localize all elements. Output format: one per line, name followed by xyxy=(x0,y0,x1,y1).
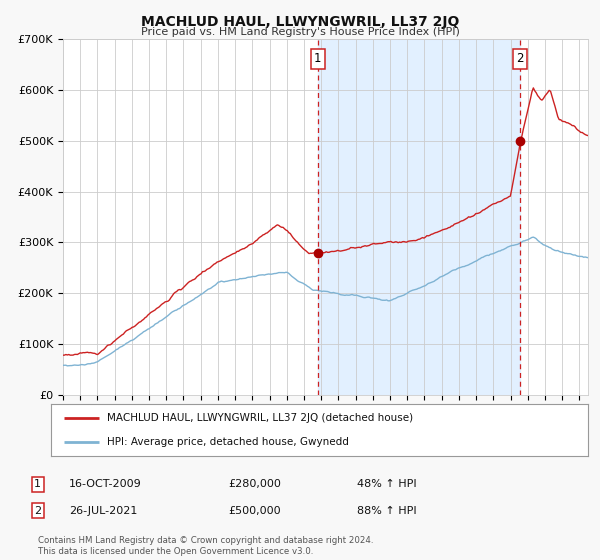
Text: 1: 1 xyxy=(34,479,41,489)
Text: 2: 2 xyxy=(34,506,41,516)
Bar xyxy=(317,39,520,395)
Text: £500,000: £500,000 xyxy=(228,506,281,516)
Text: 48% ↑ HPI: 48% ↑ HPI xyxy=(357,479,416,489)
Text: 1: 1 xyxy=(314,52,322,66)
Text: Price paid vs. HM Land Registry's House Price Index (HPI): Price paid vs. HM Land Registry's House … xyxy=(140,27,460,37)
Text: 2: 2 xyxy=(517,52,524,66)
Text: Contains HM Land Registry data © Crown copyright and database right 2024.: Contains HM Land Registry data © Crown c… xyxy=(38,536,373,545)
Text: HPI: Average price, detached house, Gwynedd: HPI: Average price, detached house, Gwyn… xyxy=(107,437,349,447)
Text: MACHLUD HAUL, LLWYNGWRIL, LL37 2JQ (detached house): MACHLUD HAUL, LLWYNGWRIL, LL37 2JQ (deta… xyxy=(107,413,413,423)
Text: MACHLUD HAUL, LLWYNGWRIL, LL37 2JQ: MACHLUD HAUL, LLWYNGWRIL, LL37 2JQ xyxy=(141,15,459,29)
Text: 88% ↑ HPI: 88% ↑ HPI xyxy=(357,506,416,516)
Text: 16-OCT-2009: 16-OCT-2009 xyxy=(69,479,142,489)
Text: 26-JUL-2021: 26-JUL-2021 xyxy=(69,506,137,516)
Text: £280,000: £280,000 xyxy=(228,479,281,489)
Text: This data is licensed under the Open Government Licence v3.0.: This data is licensed under the Open Gov… xyxy=(38,547,313,556)
